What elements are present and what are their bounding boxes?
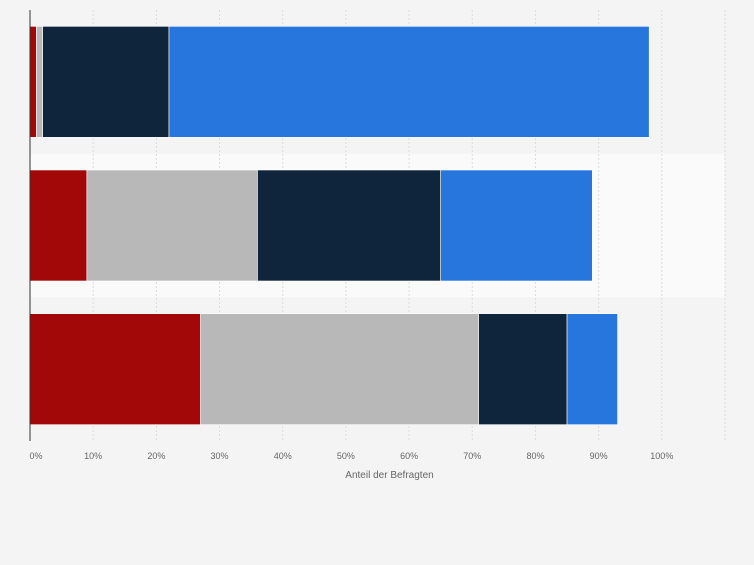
bar-segment-row3-series4[interactable]	[566, 313, 618, 425]
bar-segment-row2-series4[interactable]	[440, 169, 593, 282]
x-tick-label: 80%	[526, 451, 544, 461]
bars	[29, 26, 650, 425]
x-tick-label: 50%	[337, 451, 355, 461]
bar-segment-row1-series1[interactable]	[29, 26, 37, 138]
bar-segment-row3-series1[interactable]	[29, 313, 201, 425]
x-tick-label: 60%	[400, 451, 418, 461]
x-tick-label: 30%	[211, 451, 229, 461]
bar-segment-row2-series2[interactable]	[86, 169, 258, 282]
x-tick-label: 40%	[274, 451, 292, 461]
bar-segment-row3-series3[interactable]	[478, 313, 568, 425]
x-tick-label: 100%	[650, 451, 673, 461]
x-tick-label: 20%	[147, 451, 165, 461]
bar-segment-row1-series2[interactable]	[36, 26, 43, 138]
bar-segment-row2-series3[interactable]	[257, 169, 441, 282]
bar-segment-row1-series4[interactable]	[168, 26, 650, 138]
bar-segment-row1-series3[interactable]	[42, 26, 170, 138]
bar-segment-row3-series2[interactable]	[200, 313, 479, 425]
x-tick-label: 90%	[590, 451, 608, 461]
x-tick-label: 0%	[29, 451, 42, 461]
bar-segment-row2-series1[interactable]	[29, 169, 88, 282]
x-tick-label: 10%	[84, 451, 102, 461]
x-tick-labels: 0% 10% 20% 30% 40% 50% 60% 70% 80% 90% 100%	[29, 451, 673, 461]
x-axis-title: Anteil der Befragten	[345, 470, 433, 481]
x-tick-label: 70%	[463, 451, 481, 461]
